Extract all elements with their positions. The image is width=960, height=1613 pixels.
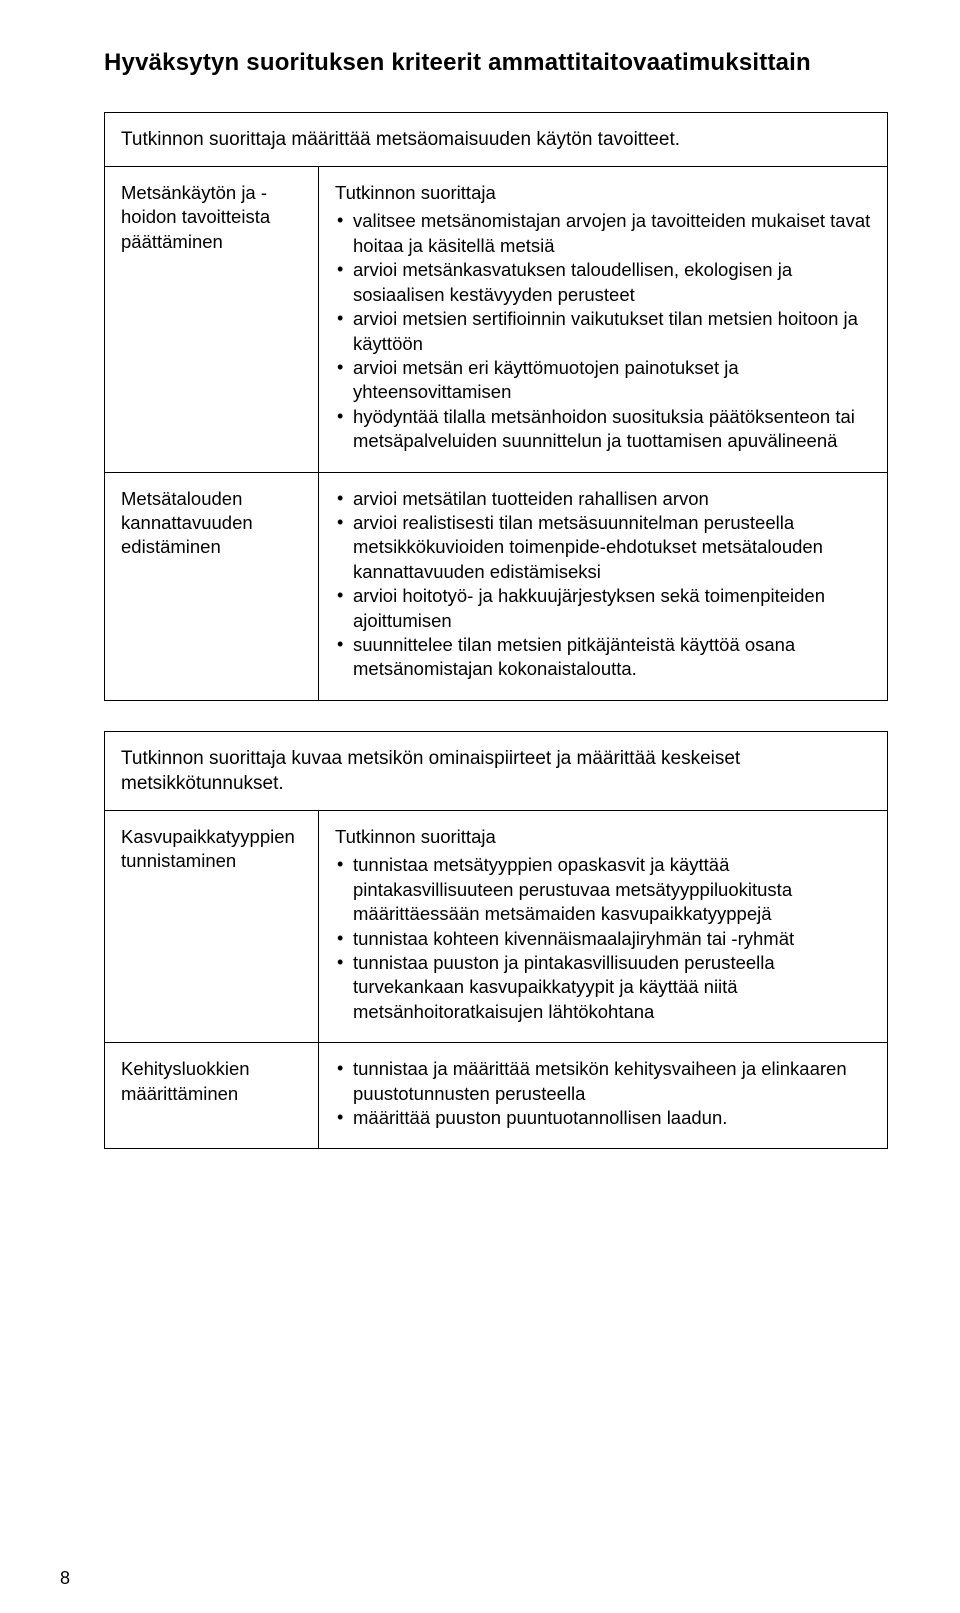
list-item: arvioi metsänkasvatuksen taloudellisen, … xyxy=(335,258,871,307)
table2-row1-left: Kehitysluokkien määrittäminen xyxy=(105,1043,319,1149)
table1-row0-lead: Tutkinnon suorittaja xyxy=(335,181,871,205)
table2-row0-left: Kasvupaikkatyyppien tunnistaminen xyxy=(105,810,319,1042)
page-number: 8 xyxy=(60,1568,70,1589)
table1-row1-right: arvioi metsätilan tuotteiden rahallisen … xyxy=(319,472,888,700)
criteria-table-2: Tutkinnon suorittaja kuvaa metsikön omin… xyxy=(104,731,888,1150)
list-item: tunnistaa kohteen kivennäismaalajiryhmän… xyxy=(335,927,871,951)
list-item: arvioi realistisesti tilan metsäsuunnite… xyxy=(335,511,871,584)
page: Hyväksytyn suorituksen kriteerit ammatti… xyxy=(0,0,960,1613)
table2-row0-right: Tutkinnon suorittaja tunnistaa metsätyyp… xyxy=(319,810,888,1042)
table2-row0-lead: Tutkinnon suorittaja xyxy=(335,825,871,849)
table1-row0-left: Metsänkäytön ja -hoidon tavoitteista pää… xyxy=(105,167,319,472)
list-item: hyödyntää tilalla metsänhoidon suosituks… xyxy=(335,405,871,454)
table1-row1-list: arvioi metsätilan tuotteiden rahallisen … xyxy=(335,487,871,682)
page-heading: Hyväksytyn suorituksen kriteerit ammatti… xyxy=(104,48,888,78)
list-item: tunnistaa ja määrittää metsikön kehitysv… xyxy=(335,1057,871,1106)
list-item: arvioi metsien sertifioinnin vaikutukset… xyxy=(335,307,871,356)
list-item: arvioi metsän eri käyttömuotojen painotu… xyxy=(335,356,871,405)
table2-row1-right: tunnistaa ja määrittää metsikön kehitysv… xyxy=(319,1043,888,1149)
table1-row0-right: Tutkinnon suorittaja valitsee metsänomis… xyxy=(319,167,888,472)
list-item: tunnistaa puuston ja pintakasvillisuuden… xyxy=(335,951,871,1024)
list-item: arvioi hoitotyö- ja hakkuujärjestyksen s… xyxy=(335,584,871,633)
table1-row1-left: Metsätalouden kannattavuuden edistäminen xyxy=(105,472,319,700)
table1-caption: Tutkinnon suorittaja määrittää metsäomai… xyxy=(105,113,888,167)
criteria-table-1: Tutkinnon suorittaja määrittää metsäomai… xyxy=(104,112,888,701)
list-item: valitsee metsänomistajan arvojen ja tavo… xyxy=(335,209,871,258)
list-item: suunnittelee tilan metsien pitkäjänteist… xyxy=(335,633,871,682)
list-item: määrittää puuston puuntuotannollisen laa… xyxy=(335,1106,871,1130)
table2-row0-list: tunnistaa metsätyyppien opaskasvit ja kä… xyxy=(335,853,871,1024)
table2-row1-list: tunnistaa ja määrittää metsikön kehitysv… xyxy=(335,1057,871,1130)
list-item: tunnistaa metsätyyppien opaskasvit ja kä… xyxy=(335,853,871,926)
table1-row0-list: valitsee metsänomistajan arvojen ja tavo… xyxy=(335,209,871,453)
table2-caption: Tutkinnon suorittaja kuvaa metsikön omin… xyxy=(105,731,888,810)
list-item: arvioi metsätilan tuotteiden rahallisen … xyxy=(335,487,871,511)
